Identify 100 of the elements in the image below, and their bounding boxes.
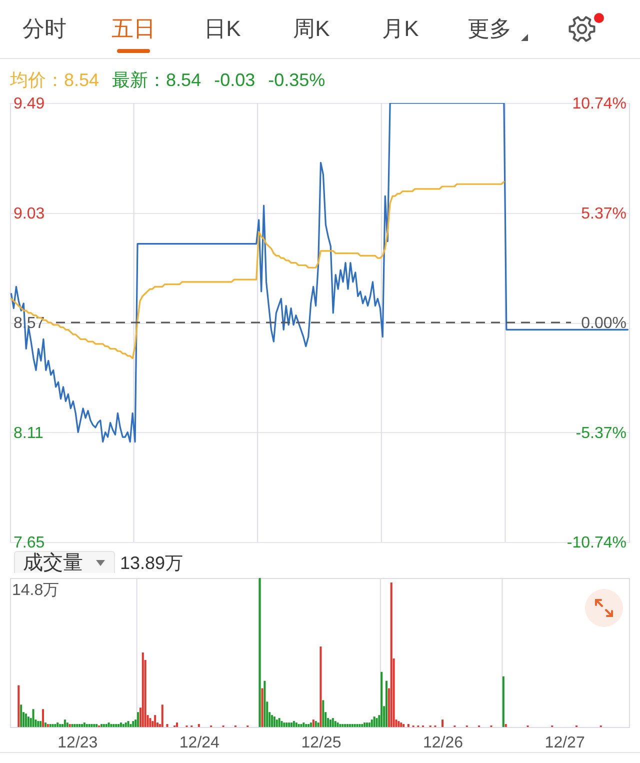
bar xyxy=(358,724,361,727)
bar xyxy=(176,722,178,727)
bar xyxy=(154,715,156,727)
bar xyxy=(276,720,278,727)
bar xyxy=(122,724,124,727)
bar xyxy=(132,721,134,727)
bar xyxy=(127,721,130,727)
bar xyxy=(88,724,90,727)
bar xyxy=(59,724,62,727)
chart-title: 成交量 xyxy=(23,552,83,574)
text: 更多 xyxy=(468,15,512,43)
bar xyxy=(351,724,354,727)
bar xyxy=(348,724,351,727)
bar xyxy=(339,724,342,727)
bar xyxy=(102,724,105,727)
text: -0.35% xyxy=(268,69,326,91)
bar xyxy=(308,724,310,727)
bar xyxy=(442,720,444,727)
y2-tick-label: 0.00% xyxy=(581,315,626,332)
bar xyxy=(370,720,373,727)
bar xyxy=(305,724,308,727)
bar xyxy=(286,722,288,727)
bar xyxy=(314,721,317,727)
text: 13.89万 xyxy=(120,553,184,573)
bar xyxy=(278,718,280,727)
text: 分时 xyxy=(22,15,66,43)
text: 均价：8.54 xyxy=(10,69,100,91)
bar xyxy=(76,724,78,727)
bar xyxy=(161,704,164,727)
bar xyxy=(290,722,292,727)
bar xyxy=(312,720,314,727)
bar xyxy=(105,724,108,727)
bar xyxy=(80,724,83,727)
y2-tick-label: 10.74% xyxy=(572,96,626,112)
bar xyxy=(64,720,66,727)
bar xyxy=(356,724,358,727)
bar xyxy=(342,724,344,727)
bar xyxy=(346,724,349,727)
bar xyxy=(44,722,46,727)
bar xyxy=(320,646,322,727)
text: 五日 xyxy=(112,15,156,43)
bar xyxy=(120,722,122,727)
bar xyxy=(302,722,305,727)
bar xyxy=(400,722,402,727)
y-tick-label: 9.03 xyxy=(14,205,45,222)
bar xyxy=(110,724,112,727)
bar xyxy=(142,652,144,727)
bar xyxy=(20,704,22,727)
x-tick-label: 12/24 xyxy=(179,734,220,752)
bar xyxy=(402,724,405,727)
bar xyxy=(118,724,120,727)
bar xyxy=(364,722,366,727)
bar xyxy=(354,724,356,727)
bar xyxy=(108,722,110,727)
bar xyxy=(40,721,42,727)
bar xyxy=(54,724,56,727)
bar xyxy=(112,724,115,727)
bar xyxy=(390,582,392,727)
bar xyxy=(49,724,52,727)
bar xyxy=(504,724,507,727)
bar xyxy=(280,721,283,727)
bar xyxy=(71,724,74,727)
bar xyxy=(261,688,264,727)
text: 日K xyxy=(204,15,241,43)
bar xyxy=(361,724,364,727)
text: 月K xyxy=(382,15,419,43)
bar xyxy=(376,718,378,727)
bar xyxy=(74,724,76,727)
bar xyxy=(322,700,324,727)
bar xyxy=(130,724,132,727)
bar xyxy=(37,721,40,727)
bar xyxy=(149,718,152,727)
bar xyxy=(407,724,410,727)
bar xyxy=(298,724,300,727)
bar xyxy=(66,722,68,727)
bar xyxy=(329,720,332,727)
bar xyxy=(366,722,368,727)
y2-tick-label: -5.37% xyxy=(576,424,626,442)
bar xyxy=(310,722,312,727)
bar xyxy=(166,724,168,727)
line-series xyxy=(10,180,505,360)
bar xyxy=(83,722,86,727)
bar xyxy=(336,722,339,727)
bar xyxy=(292,721,295,727)
bar xyxy=(295,722,298,727)
text: 周K xyxy=(293,15,330,43)
bar xyxy=(137,712,140,727)
y-tick-label: 7.65 xyxy=(14,534,45,552)
bar xyxy=(317,722,320,727)
bar xyxy=(124,722,127,727)
bar xyxy=(332,718,334,727)
y-tick-label: 9.49 xyxy=(14,96,45,112)
bar xyxy=(398,721,400,727)
bar xyxy=(283,722,286,727)
bar xyxy=(32,709,34,727)
bar xyxy=(46,724,49,727)
y2-tick-label: -10.74% xyxy=(566,534,626,552)
text: -0.03 xyxy=(214,69,256,91)
bar xyxy=(385,680,388,727)
bar xyxy=(344,724,346,727)
